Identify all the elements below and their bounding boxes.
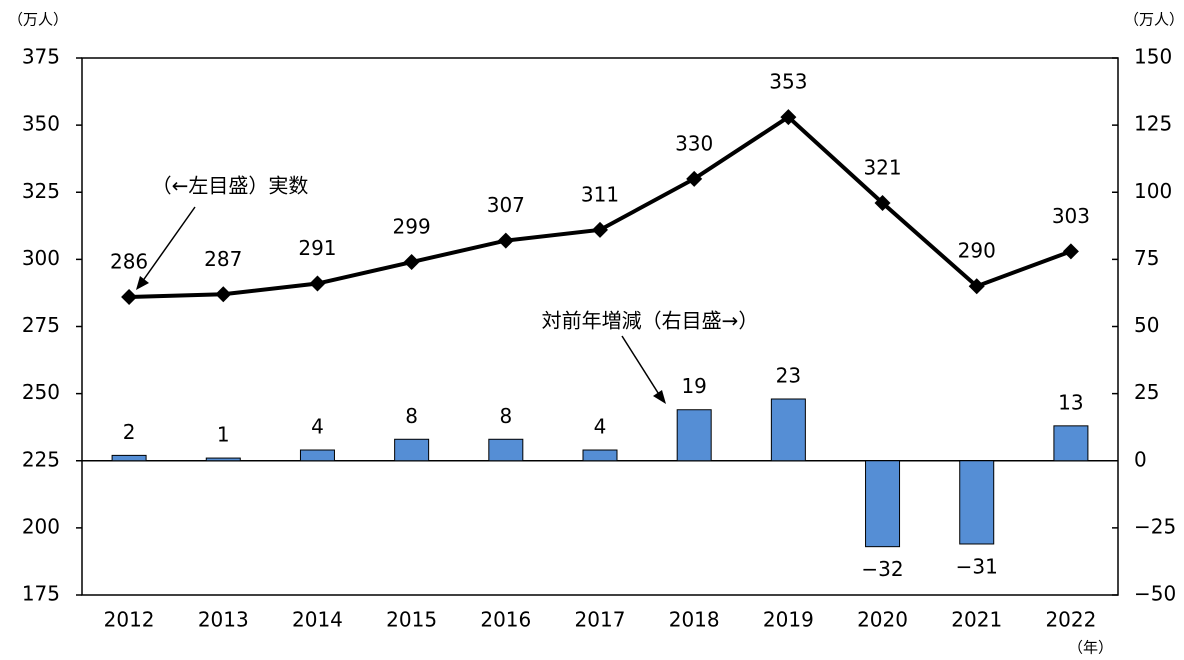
value-label: 287 (204, 247, 242, 271)
y-tick-label: 300 (22, 246, 60, 270)
y-tick-label: 175 (22, 582, 60, 606)
bar (582, 449, 618, 462)
value-label: 290 (958, 239, 996, 263)
series-annotation: （←左目盛）実数 (152, 174, 309, 198)
y2-tick-label: 25 (1134, 380, 1159, 404)
value-label: 23 (776, 363, 801, 387)
value-label: 4 (594, 415, 607, 439)
y2-axis-label: （万人） (1124, 11, 1184, 29)
x-tick-label: 2019 (763, 608, 814, 632)
marker (121, 288, 138, 305)
value-label: 19 (681, 374, 706, 398)
value-label: 353 (769, 70, 807, 94)
marker (309, 275, 326, 292)
bar (394, 438, 430, 462)
y-tick-label: 200 (22, 514, 60, 538)
y-tick-label: 225 (22, 447, 60, 471)
value-label: 307 (487, 193, 525, 217)
x-tick-label: 2013 (198, 608, 249, 632)
y2-tick-label: 0 (1134, 447, 1147, 471)
series-annotation: 対前年増減（右目盛→） (542, 309, 759, 333)
y-tick-label: 350 (22, 112, 60, 136)
value-label: 291 (298, 236, 336, 260)
x-tick-label: 2014 (292, 608, 343, 632)
value-label: 286 (110, 249, 148, 273)
bar (488, 438, 524, 462)
value-label: 13 (1058, 390, 1083, 414)
y2-tick-label: −25 (1134, 514, 1176, 538)
y-axis-label: （万人） (8, 11, 68, 29)
value-label: −32 (861, 557, 903, 581)
value-label: 311 (581, 182, 619, 206)
marker (403, 254, 420, 271)
bar (205, 457, 241, 462)
bar (676, 409, 712, 462)
marker (1062, 243, 1079, 260)
y2-tick-label: −50 (1134, 582, 1176, 606)
value-label: 330 (675, 131, 713, 155)
y-tick-label: 250 (22, 380, 60, 404)
annotation-arrow (141, 206, 196, 283)
value-label: 4 (311, 415, 324, 439)
x-tick-label: 2015 (386, 608, 437, 632)
y-tick-label: 275 (22, 313, 60, 337)
bar (299, 449, 335, 462)
bar (770, 398, 806, 462)
bar (959, 460, 995, 545)
marker (686, 170, 703, 187)
x-tick-label: 2016 (480, 608, 531, 632)
value-label: 2 (123, 420, 136, 444)
value-label: 1 (217, 423, 230, 447)
marker (968, 278, 985, 295)
bar (865, 460, 901, 548)
y2-tick-label: 50 (1134, 313, 1159, 337)
bar (111, 454, 147, 462)
marker (780, 109, 797, 126)
line (129, 114, 1072, 299)
marker (874, 194, 891, 211)
value-label: 299 (393, 215, 431, 239)
x-tick-label: 2012 (104, 608, 155, 632)
x-tick-label: 2017 (575, 608, 626, 632)
x-tick-label: 2018 (669, 608, 720, 632)
y2-tick-label: 125 (1134, 112, 1172, 136)
x-tick-label: 2020 (857, 608, 908, 632)
value-label: 8 (499, 404, 512, 428)
value-label: 8 (405, 404, 418, 428)
value-label: −31 (956, 554, 998, 578)
y-tick-label: 375 (22, 45, 60, 69)
marker (497, 232, 514, 249)
marker (592, 221, 608, 238)
value-label: 321 (863, 155, 901, 179)
y2-tick-label: 100 (1134, 179, 1172, 203)
annotation-arrow (621, 335, 661, 397)
arrow-head (653, 390, 666, 404)
arrow-head (136, 276, 149, 290)
x-tick-label: 2021 (951, 608, 1002, 632)
x-axis-label: （年） (1068, 639, 1113, 657)
y2-tick-label: 150 (1134, 45, 1172, 69)
bar (1053, 425, 1089, 462)
y2-tick-label: 75 (1134, 246, 1159, 270)
marker (215, 286, 232, 303)
y-tick-label: 325 (22, 179, 60, 203)
x-tick-label: 2022 (1045, 608, 1096, 632)
value-label: 303 (1052, 204, 1090, 228)
